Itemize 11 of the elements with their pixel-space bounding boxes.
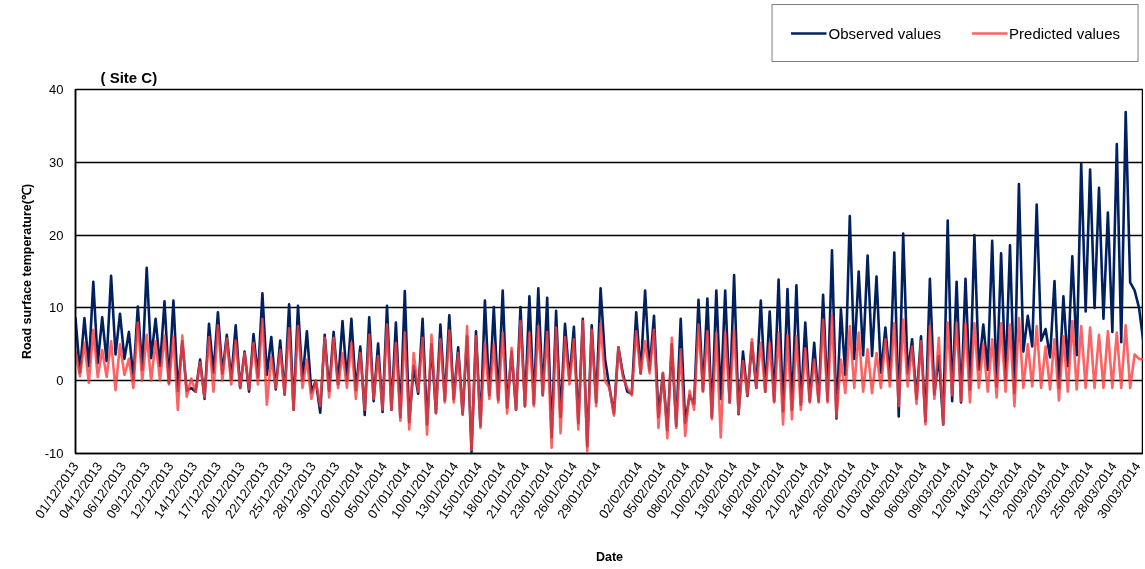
y-tick-label: 30 [49,154,64,170]
x-axis-title: Date [595,550,624,565]
y-tick-label: 10 [49,300,64,316]
legend-label: Observed values [828,24,942,42]
y-tick-label: 40 [49,82,64,97]
y-axis-title: Road surface temperature(℃) [19,183,34,360]
y-tick-label: -10 [44,446,64,461]
chart-title: ( Site C) [100,68,158,86]
y-tick-label: 0 [56,373,64,389]
legend-label: Predicted values [1009,24,1120,42]
y-tick-label: 20 [49,227,64,243]
